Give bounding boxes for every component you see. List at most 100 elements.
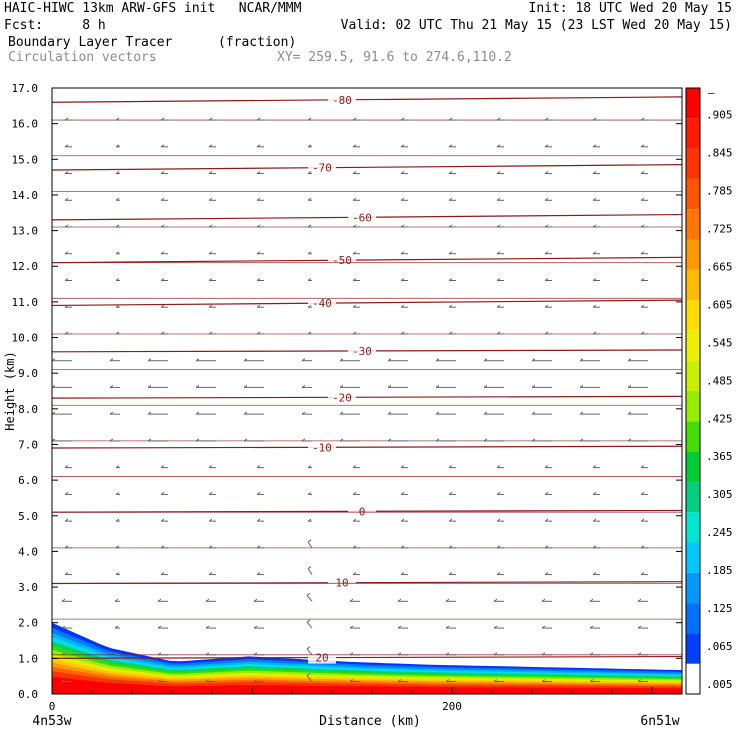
colorbar-label: .665 (706, 260, 733, 273)
vector-arrowhead (114, 652, 119, 656)
vector-arrowhead (640, 545, 645, 549)
vector-arrowhead (589, 625, 594, 629)
vectors-label: Circulation vectors (8, 50, 157, 65)
vector-arrowhead (387, 358, 392, 362)
vector-arrowhead (544, 224, 549, 228)
vector-arrowhead (160, 144, 165, 148)
vector-arrowhead (306, 673, 311, 676)
vector-arrowhead (400, 491, 405, 495)
init-time: Init: 18 UTC Wed 20 May 15 (528, 1, 733, 16)
colorbar-label: .185 (706, 564, 733, 577)
vector-arrowhead (208, 331, 213, 335)
vector-arrowhead (640, 491, 645, 495)
vector-arrowhead (592, 491, 597, 495)
vector-arrowhead (109, 358, 114, 362)
vector-arrowhead (640, 144, 645, 148)
vector-arrowhead (352, 117, 357, 121)
colorbar-swatch (686, 148, 700, 179)
vector-arrowhead (640, 197, 645, 201)
vector-arrowhead (208, 545, 213, 549)
contour-line (52, 256, 682, 264)
vector-arrowhead (64, 545, 69, 549)
vector-arrowhead (61, 598, 66, 602)
vector-arrowhead (640, 465, 645, 469)
contour-label-bg (328, 391, 356, 404)
vector-arrowhead (205, 598, 210, 602)
vector-arrowhead (448, 278, 453, 281)
vector-arrowhead (352, 491, 357, 495)
vector-arrowhead (115, 278, 120, 281)
vector-arrowhead (592, 304, 597, 308)
vector-arrowhead (400, 572, 405, 575)
y-tick-label: 1.0 (18, 652, 38, 665)
vector-arrowhead (160, 465, 165, 469)
vector-arrowhead (531, 358, 536, 362)
circulation-vectors (52, 117, 648, 683)
vector-arrowhead (349, 652, 354, 656)
vector-arrowhead (637, 598, 642, 602)
vector-arrowhead (592, 278, 597, 281)
vector-arrowhead (208, 117, 213, 121)
y-tick-label: 0.0 (18, 688, 38, 701)
vector-arrowhead (448, 331, 453, 335)
vector-arrowhead (115, 518, 120, 522)
vector-arrowhead (307, 278, 312, 281)
vector-arrowhead (307, 331, 312, 335)
colorbar-swatch (686, 360, 700, 391)
colorbar-label: .005 (706, 678, 733, 691)
colorbar-label: .305 (706, 488, 733, 501)
colorbar: .005 .065 .125 .185 .245 .305 .365 .425 .485 .545… (685, 86, 733, 695)
vector-arrowhead (109, 385, 114, 388)
vector-arrowhead (579, 411, 584, 415)
colorbar-swatch (686, 209, 700, 240)
colorbar-swatch (686, 269, 700, 301)
vector-arrowhead (544, 278, 549, 281)
contour-line (52, 395, 682, 399)
y-tick-label: 15.0 (12, 153, 39, 166)
vector-arrowhead (592, 251, 597, 255)
vector-arrowhead (306, 619, 311, 623)
y-tick-label: 3.0 (18, 581, 38, 594)
vector-arrow (306, 648, 313, 656)
contour-line (52, 655, 682, 659)
vector-arrowhead (256, 117, 261, 121)
vector-arrowhead (352, 304, 357, 308)
y-tick-label: 10.0 (12, 332, 39, 345)
contour-label: -70 (312, 162, 332, 175)
vector-arrowhead (627, 358, 632, 362)
colorbar-swatch (686, 572, 700, 604)
vector-arrowhead (352, 465, 357, 469)
vector-arrowhead (448, 197, 453, 201)
contour-label-bg (308, 441, 336, 454)
vector-arrowhead (544, 518, 549, 522)
vector-arrowhead (640, 518, 645, 522)
vector-arrowhead (496, 545, 501, 549)
vector-arrowhead (160, 545, 165, 549)
vector-arrowhead (445, 625, 450, 629)
vector-arrowhead (400, 144, 405, 148)
vector-arrowhead (64, 144, 69, 148)
x-axis-label: Distance (km) (319, 714, 421, 729)
colorbar-swatch (686, 239, 700, 270)
vector-arrowhead (160, 572, 165, 575)
right-endpoint-label: 6n51w (640, 714, 679, 729)
vector-arrowhead (352, 572, 357, 575)
vector-arrowhead (400, 465, 405, 469)
colorbar-swatch (686, 421, 700, 452)
vector-arrowhead (256, 572, 261, 575)
vector-arrowhead (493, 679, 498, 682)
vector-arrowhead (160, 251, 165, 255)
vector-arrowhead (61, 625, 66, 629)
vector-arrowhead (205, 625, 210, 629)
vector-arrowhead (352, 278, 357, 281)
vector-arrowhead (208, 518, 213, 522)
vector-arrowhead (115, 224, 120, 228)
vector-arrowhead (496, 197, 501, 201)
vector-arrowhead (205, 652, 210, 656)
y-tick-label: 7.0 (18, 438, 38, 451)
y-tick-label: 16.0 (12, 118, 39, 131)
vector-arrowhead (496, 144, 501, 148)
vector-arrowhead (64, 197, 69, 201)
vector-arrowhead (592, 197, 597, 201)
colorbar-label: .725 (706, 222, 733, 235)
